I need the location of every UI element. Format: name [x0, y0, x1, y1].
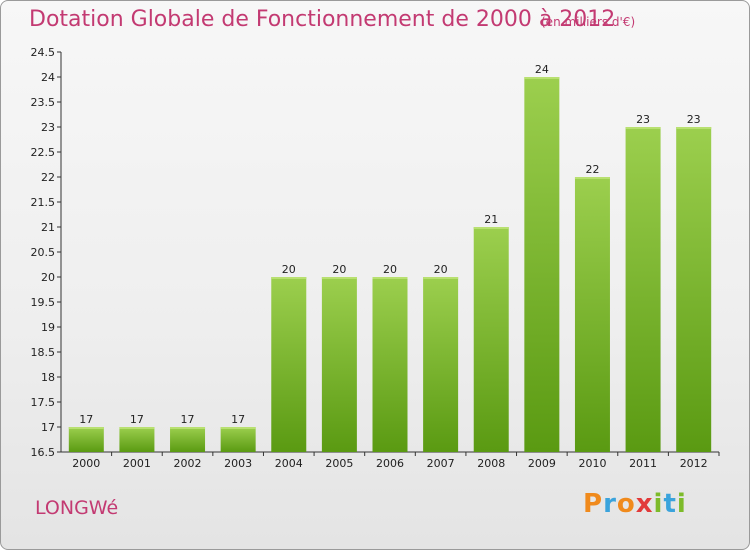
- x-tick-label-2011: 2011: [629, 457, 657, 470]
- bar-2000: [68, 427, 104, 452]
- bar-2005: [321, 277, 357, 452]
- y-tick-label: 17.5: [31, 396, 56, 409]
- x-tick-label-2004: 2004: [275, 457, 303, 470]
- chart-title: Dotation Globale de Fonctionnement de 20…: [29, 7, 616, 32]
- bar-2006: [372, 277, 408, 452]
- bar-highlight-2005: [321, 277, 357, 279]
- bar-highlight-2001: [119, 427, 155, 429]
- bar-highlight-2010: [574, 177, 610, 179]
- y-tick-label: 20: [41, 271, 55, 284]
- value-label-2000: 17: [79, 413, 93, 426]
- x-tick-label-2008: 2008: [477, 457, 505, 470]
- x-tick-label-2002: 2002: [174, 457, 202, 470]
- value-label-2005: 20: [332, 263, 346, 276]
- y-tick-label: 18.5: [31, 346, 56, 359]
- bar-highlight-2008: [473, 227, 509, 229]
- bar-2010: [574, 177, 610, 452]
- bar-2011: [625, 127, 661, 452]
- bar-highlight-2009: [524, 77, 560, 79]
- y-tick-label: 21: [41, 221, 55, 234]
- bar-highlight-2000: [68, 427, 104, 429]
- y-tick-label: 24: [41, 71, 55, 84]
- bar-highlight-2012: [676, 127, 712, 129]
- bar-2008: [473, 227, 509, 452]
- y-tick-label: 18: [41, 371, 55, 384]
- y-tick-label: 23: [41, 121, 55, 134]
- x-tick-label-2006: 2006: [376, 457, 404, 470]
- value-label-2010: 22: [585, 163, 599, 176]
- x-tick-label-2009: 2009: [528, 457, 556, 470]
- value-label-2008: 21: [484, 213, 498, 226]
- x-tick-label-2007: 2007: [427, 457, 455, 470]
- value-label-2011: 23: [636, 113, 650, 126]
- y-tick-label: 22.5: [31, 146, 56, 159]
- value-label-2009: 24: [535, 63, 549, 76]
- proxiti-logo: Proxiti: [583, 489, 687, 519]
- y-axis-ticks: 16.5 17 17.5 18 18.5 19 19.5 20 20.5 21 21.5 22 22.5…: [31, 46, 61, 459]
- bar-highlight-2004: [271, 277, 307, 279]
- y-tick-label: 21.5: [31, 196, 56, 209]
- bar-2007: [423, 277, 459, 452]
- y-tick-label: 24.5: [31, 46, 56, 59]
- bar-2002: [170, 427, 206, 452]
- bar-highlight-2011: [625, 127, 661, 129]
- x-tick-label-2003: 2003: [224, 457, 252, 470]
- value-label-2002: 17: [181, 413, 195, 426]
- value-labels: 17 17 17 17 20 20 20 20 21 24 22 23 23: [79, 63, 700, 426]
- bar-2009: [524, 77, 560, 452]
- value-label-2007: 20: [434, 263, 448, 276]
- commune-name: LONGWé: [35, 497, 119, 519]
- bar-highlight-2003: [220, 427, 256, 429]
- value-label-2001: 17: [130, 413, 144, 426]
- x-tick-label-2010: 2010: [578, 457, 606, 470]
- x-tick-label-2012: 2012: [680, 457, 708, 470]
- value-label-2012: 23: [687, 113, 701, 126]
- y-tick-label: 20.5: [31, 246, 56, 259]
- bar-highlight-2006: [372, 277, 408, 279]
- y-tick-label: 23.5: [31, 96, 56, 109]
- bar-2004: [271, 277, 307, 452]
- x-tick-label-2000: 2000: [72, 457, 100, 470]
- bar-highlight-2007: [423, 277, 459, 279]
- value-label-2006: 20: [383, 263, 397, 276]
- bar-highlight-2002: [170, 427, 206, 429]
- y-tick-label: 19: [41, 321, 55, 334]
- value-label-2004: 20: [282, 263, 296, 276]
- bars: [68, 77, 712, 452]
- y-tick-label: 16.5: [31, 446, 56, 459]
- x-tick-label-2005: 2005: [325, 457, 353, 470]
- y-tick-label: 17: [41, 421, 55, 434]
- chart-unit: (en milliers d'€): [541, 15, 636, 29]
- value-label-2003: 17: [231, 413, 245, 426]
- y-tick-label: 22: [41, 171, 55, 184]
- bar-2003: [220, 427, 256, 452]
- y-tick-label: 19.5: [31, 296, 56, 309]
- bar-2001: [119, 427, 155, 452]
- x-tick-label-2001: 2001: [123, 457, 151, 470]
- bar-2012: [676, 127, 712, 452]
- x-axis-ticks: 2000 2001 2002 2003 2004 2005 2006 2007 2008 2009…: [72, 452, 720, 470]
